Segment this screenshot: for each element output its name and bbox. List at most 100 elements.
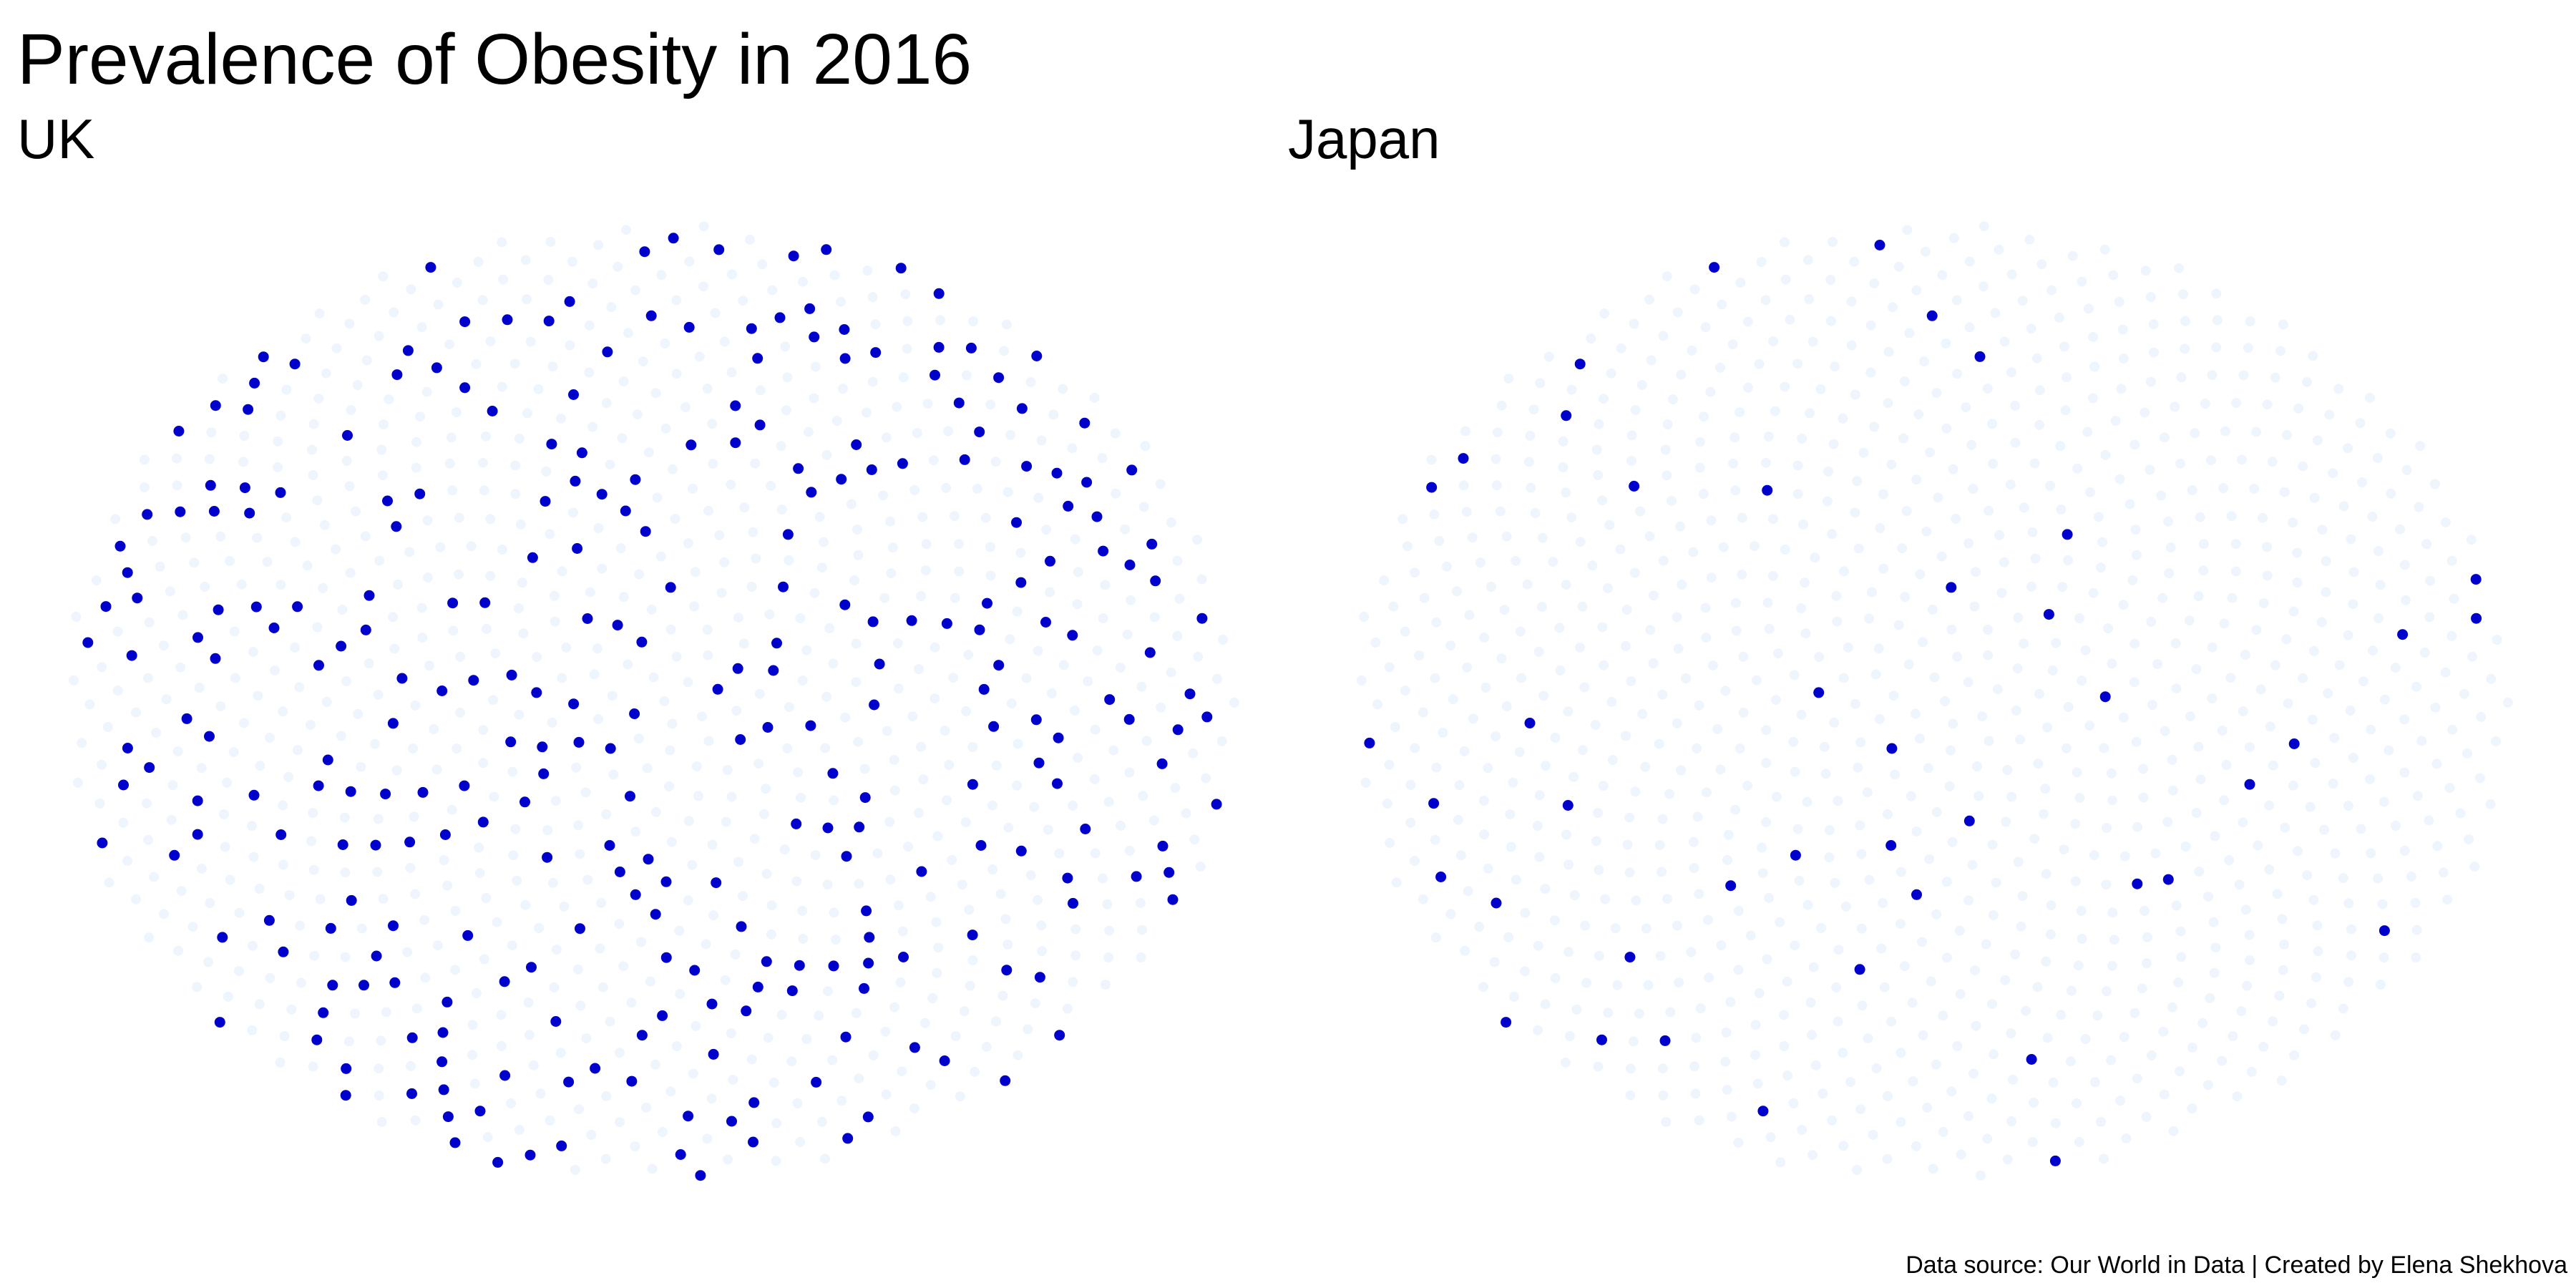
background-point [2119, 851, 2130, 862]
background-point [2010, 437, 2021, 448]
background-point [1730, 804, 1741, 815]
background-point [1898, 433, 1908, 444]
background-point [656, 270, 667, 280]
background-point [1742, 781, 1753, 791]
background-point [2180, 841, 2191, 852]
background-point [827, 1055, 838, 1065]
background-point [1676, 765, 1686, 776]
background-point [2026, 581, 2036, 592]
background-point [204, 454, 215, 464]
background-point [1509, 991, 1519, 1002]
background-point [1637, 708, 1648, 719]
background-point [2502, 697, 2513, 708]
background-point [1115, 663, 1126, 673]
background-point [479, 485, 489, 496]
background-point [2276, 1075, 2287, 1086]
background-point [1850, 698, 1860, 709]
background-point [1013, 1050, 1023, 1060]
background-point [1501, 531, 1512, 542]
background-point [1193, 651, 1204, 662]
background-point [1754, 988, 1765, 998]
highlight-point [1926, 310, 1938, 321]
background-point [2027, 1137, 2038, 1147]
background-point [2485, 799, 2496, 809]
background-point [345, 567, 356, 578]
background-point [388, 612, 399, 623]
background-point [1672, 307, 1683, 318]
background-point [374, 331, 384, 341]
background-point [881, 1089, 892, 1100]
background-point [218, 374, 228, 384]
background-point [1448, 694, 1458, 705]
background-point [341, 456, 352, 466]
background-point [1910, 708, 1921, 719]
background-point [895, 977, 906, 987]
background-point [703, 650, 713, 660]
background-point [1590, 720, 1601, 731]
background-point [1489, 957, 1500, 967]
background-point [601, 809, 612, 819]
background-point [668, 464, 678, 474]
background-point [1430, 932, 1441, 943]
background-point [797, 905, 808, 916]
background-point [1479, 829, 1489, 840]
background-point [955, 1091, 965, 1102]
background-point [112, 686, 123, 696]
background-point [2042, 722, 2052, 733]
background-point [171, 453, 182, 464]
background-point [1728, 458, 1739, 469]
background-point [203, 957, 214, 967]
background-point [313, 394, 324, 404]
background-point [2178, 289, 2189, 300]
background-point [1798, 519, 1808, 530]
background-point [514, 603, 524, 614]
background-point [1820, 769, 1831, 779]
background-point [122, 856, 133, 867]
background-point [1196, 574, 1207, 585]
background-point [189, 557, 200, 568]
background-point [1515, 626, 1526, 637]
highlight-point [1062, 872, 1073, 884]
background-point [1522, 579, 1533, 590]
background-point [2115, 1096, 2125, 1106]
background-point [97, 662, 107, 673]
background-point [889, 785, 900, 796]
background-point [2307, 714, 2318, 725]
background-point [140, 482, 150, 493]
highlight-point [1000, 1075, 1011, 1086]
background-point [1102, 899, 1113, 909]
background-point [1864, 874, 1875, 885]
background-point [424, 660, 434, 671]
highlight-point [1052, 778, 1063, 789]
highlight-point [527, 552, 538, 563]
background-point [2292, 577, 2303, 588]
background-point [1045, 587, 1055, 597]
background-point [2459, 688, 2469, 699]
background-point [710, 308, 721, 318]
background-point [1538, 691, 1548, 701]
background-point [455, 651, 466, 662]
background-point [1654, 840, 1665, 851]
background-point [816, 562, 827, 573]
background-point [1915, 733, 1925, 744]
highlight-point [713, 244, 725, 255]
background-point [2101, 986, 2112, 997]
background-point [2107, 907, 2118, 918]
background-point [379, 419, 389, 430]
background-point [1599, 660, 1609, 670]
background-point [837, 384, 848, 394]
highlight-point [683, 321, 695, 333]
background-point [510, 824, 521, 834]
background-point [1533, 940, 1543, 951]
background-point [1452, 586, 1462, 597]
background-point [2211, 288, 2222, 299]
background-point [1372, 699, 1382, 710]
background-point [1474, 922, 1485, 932]
background-point [2088, 331, 2098, 342]
chart-title: Prevalence of Obesity in 2016 [17, 19, 972, 99]
background-point [1951, 295, 1962, 306]
highlight-point [441, 996, 453, 1008]
background-point [1068, 801, 1078, 811]
background-point [2017, 296, 2028, 306]
background-point [1792, 358, 1803, 369]
